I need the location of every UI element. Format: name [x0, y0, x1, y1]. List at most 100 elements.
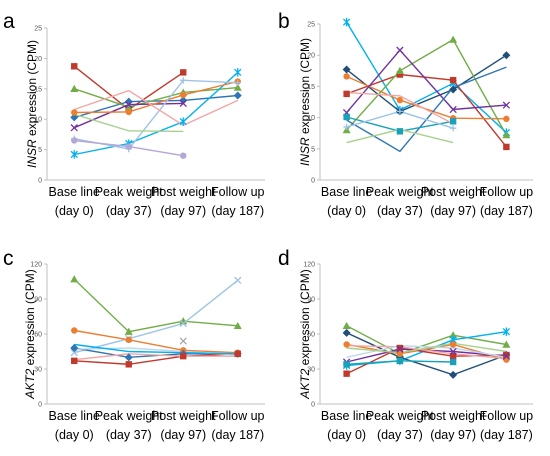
y-axis-label: INSR expression (CPM) [25, 40, 39, 168]
data-point [343, 73, 350, 80]
x-tick-label: (day 0) [327, 428, 366, 442]
y-tick-label: 0 [38, 178, 42, 185]
data-point [233, 91, 242, 100]
x-tick-label: Peak weight [366, 409, 435, 423]
series-line [74, 353, 238, 361]
data-point [503, 356, 510, 363]
panel-label: b [278, 10, 290, 33]
data-point [180, 77, 187, 84]
series-line [346, 75, 507, 120]
panel-label: c [3, 247, 14, 270]
x-tick-label: Peak weight [95, 409, 164, 423]
x-tick-label: Post weight [421, 185, 486, 199]
data-point [179, 319, 187, 328]
series-line [74, 86, 238, 108]
data-point [396, 357, 404, 365]
x-tick-label: Base line [321, 185, 372, 199]
data-point [449, 105, 457, 114]
panel-b: b 0 5 10 15 20 25 INSR expression (CPM) Base lin… [278, 10, 533, 218]
data-point [71, 63, 78, 70]
y-tick-label: 15 [307, 84, 315, 91]
series-line [346, 91, 454, 125]
y-tick-label: 30 [34, 367, 42, 374]
data-point [396, 71, 404, 78]
data-point [502, 352, 511, 360]
x-tick-label: (day 37) [377, 428, 423, 442]
y-axis-label-unit: expression (CPM) [23, 269, 37, 368]
y-axis-label-gene: INSR [25, 139, 39, 168]
series-line [346, 345, 507, 360]
x-tick-label: (day 187) [480, 204, 533, 218]
y-tick-label: 0 [311, 402, 315, 409]
data-point [449, 358, 457, 366]
data-point [343, 341, 350, 348]
y-tick-label: 20 [34, 56, 42, 63]
y-tick-label: 10 [34, 117, 42, 124]
data-point [343, 361, 350, 368]
x-tick-label: Follow up [211, 409, 265, 423]
x-tick-label: Post weight [151, 409, 216, 423]
data-point [449, 347, 457, 356]
data-point [70, 150, 78, 159]
data-point [179, 96, 188, 105]
y-tick-label: 5 [311, 146, 315, 153]
x-tick-label: (day 97) [430, 428, 476, 442]
data-point [124, 327, 133, 335]
x-tick-label: (day 97) [430, 204, 476, 218]
panel-label: d [278, 247, 290, 270]
data-point [71, 357, 78, 365]
data-point [70, 84, 79, 92]
y-axis-label-gene: AKT2 [298, 368, 312, 399]
series-line [74, 71, 239, 156]
data-point [125, 143, 132, 150]
y-tick-label: 20 [307, 53, 315, 60]
data-point [70, 124, 78, 132]
data-point [449, 76, 457, 84]
data-point [503, 351, 510, 359]
series-line [346, 73, 507, 148]
data-point [71, 109, 78, 116]
data-point [342, 17, 351, 27]
x-tick-label: Base line [49, 409, 100, 423]
y-tick-label: 25 [307, 22, 315, 29]
data-point [125, 100, 133, 109]
series-line [74, 329, 238, 354]
data-point [449, 352, 457, 360]
data-point [502, 327, 511, 336]
series-line [74, 113, 184, 133]
x-tick-label: (day 187) [480, 428, 533, 442]
series-line [73, 278, 238, 333]
data-point [396, 344, 404, 352]
y-tick-label: 10 [307, 115, 315, 122]
data-point [396, 108, 404, 115]
data-point [396, 350, 404, 358]
data-point [125, 108, 132, 116]
series-line [346, 325, 507, 355]
data-point [180, 91, 187, 99]
series-line [74, 353, 238, 366]
data-point [502, 131, 511, 139]
data-point [180, 152, 187, 159]
x-tick-label: (day 0) [55, 428, 94, 442]
data-point [449, 125, 457, 132]
y-axis-label-gene: INSR [298, 137, 312, 166]
data-point [396, 96, 404, 104]
series-line [346, 49, 507, 114]
data-point [449, 85, 458, 94]
data-point [396, 345, 404, 353]
data-point [342, 321, 351, 330]
series-line [74, 343, 238, 355]
data-point [71, 327, 78, 334]
data-point [449, 341, 457, 348]
x-tick-label: Peak weight [366, 185, 435, 199]
data-point [234, 79, 241, 86]
y-axis-label: INSR expression (CPM) [298, 38, 312, 166]
series-line [346, 54, 507, 113]
y-tick-label: 120 [30, 262, 42, 269]
data-point [71, 137, 78, 144]
data-point [234, 276, 242, 284]
panel-label: a [3, 10, 15, 33]
data-point [70, 344, 79, 352]
